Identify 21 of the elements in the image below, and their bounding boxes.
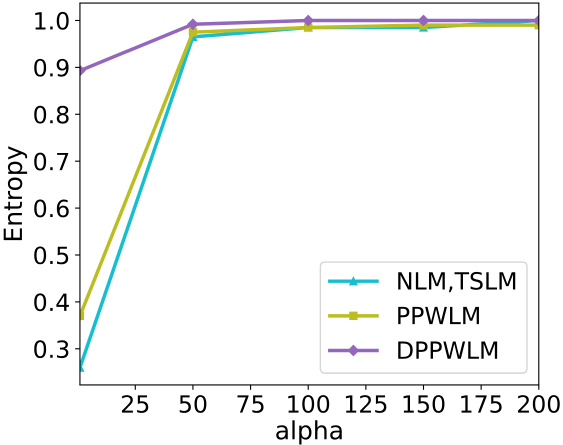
y-tick-label: 0.3 [34,340,68,358]
y-tick-label: 0.6 [34,200,69,218]
y-tick-label: 1.0 [35,12,69,30]
x-tick-label: 150 [404,395,444,413]
x-tick-label: 50 [180,395,206,413]
y-tick-label: 0.7 [34,152,68,170]
y-tick-label: 0.8 [34,106,69,124]
legend-label: NLM,TSLM [398,272,516,292]
x-axis-title: alpha [276,420,342,444]
x-tick-label: 75 [237,395,264,413]
x-tick-label: 175 [461,395,502,413]
y-tick-label: 0.9 [34,58,69,77]
y-tick-label: 0.4 [34,293,69,312]
x-tick-label: 25 [122,395,148,413]
x-tick-label: 125 [346,395,386,413]
y-tick-label: 0.5 [34,246,68,264]
y-axis-title: Entropy [4,146,28,240]
legend-label: DPPWLM [398,342,498,359]
legend-label: PPWLM [398,306,479,324]
x-tick-label: 200 [518,395,560,413]
x-tick-label: 100 [288,395,330,413]
